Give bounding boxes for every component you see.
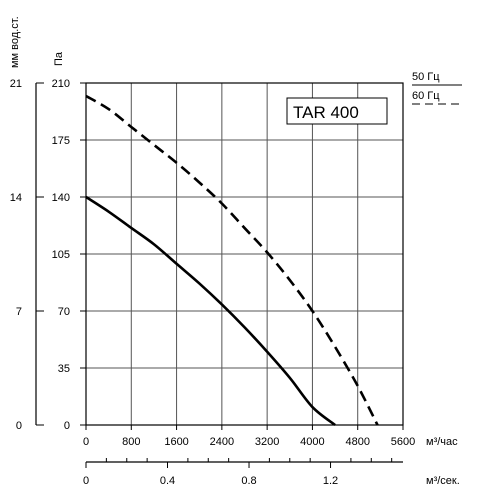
series-lines [85,94,379,427]
grid [86,83,403,425]
y-inner-tick-label: 35 [58,363,70,375]
y-inner-tick-label: 0 [64,420,70,432]
x-secondary-axis-title: м³/сек. [426,475,460,487]
y-inner-tick-label: 70 [58,306,70,318]
legend-label: 50 Гц [412,71,440,83]
x-secondary-tick-label: 1.2 [323,475,338,487]
legend-label: 60 Гц [412,90,440,102]
legend: 50 Гц 60 Гц [412,71,462,105]
x-primary-tick-label: 4800 [345,436,369,448]
x-secondary-tick-label: 0 [83,475,89,487]
chart-title: TAR 400 [293,103,359,122]
y-outer-tick-label: 7 [16,306,22,318]
x-primary-tick-label: 3200 [255,436,279,448]
y-inner-tick-label: 175 [52,135,70,147]
x-secondary-tick-label: 0.8 [241,475,256,487]
x-primary-tick-label: 800 [122,436,140,448]
axes: 0 35 70 105 140 175 210 Па 0 7 14 21 мм вод.ст. 0 800 1… [9,16,460,487]
y-outer-tick-label: 0 [16,420,22,432]
y-outer-tick-label: 21 [10,78,22,90]
y-outer-axis-title: мм вод.ст. [9,16,21,68]
y-inner-tick-label: 105 [52,249,70,261]
y-inner-tick-label: 140 [52,192,70,204]
series-line-50hz [85,195,336,427]
x-primary-tick-label: 4000 [300,436,324,448]
x-primary-tick-label: 1600 [164,436,188,448]
x-secondary-tick-label: 0.4 [160,475,175,487]
y-inner-tick-label: 210 [52,78,70,90]
title-badge: TAR 400 [286,97,388,125]
y-inner-axis-title: Па [53,51,65,66]
x-primary-tick-label: 2400 [210,436,234,448]
x-primary-axis-title: м³/час [426,436,458,448]
y-outer-tick-label: 14 [10,192,22,204]
x-primary-tick-label: 0 [83,436,89,448]
series-line-60hz [85,94,379,426]
x-primary-tick-label: 5600 [391,436,415,448]
